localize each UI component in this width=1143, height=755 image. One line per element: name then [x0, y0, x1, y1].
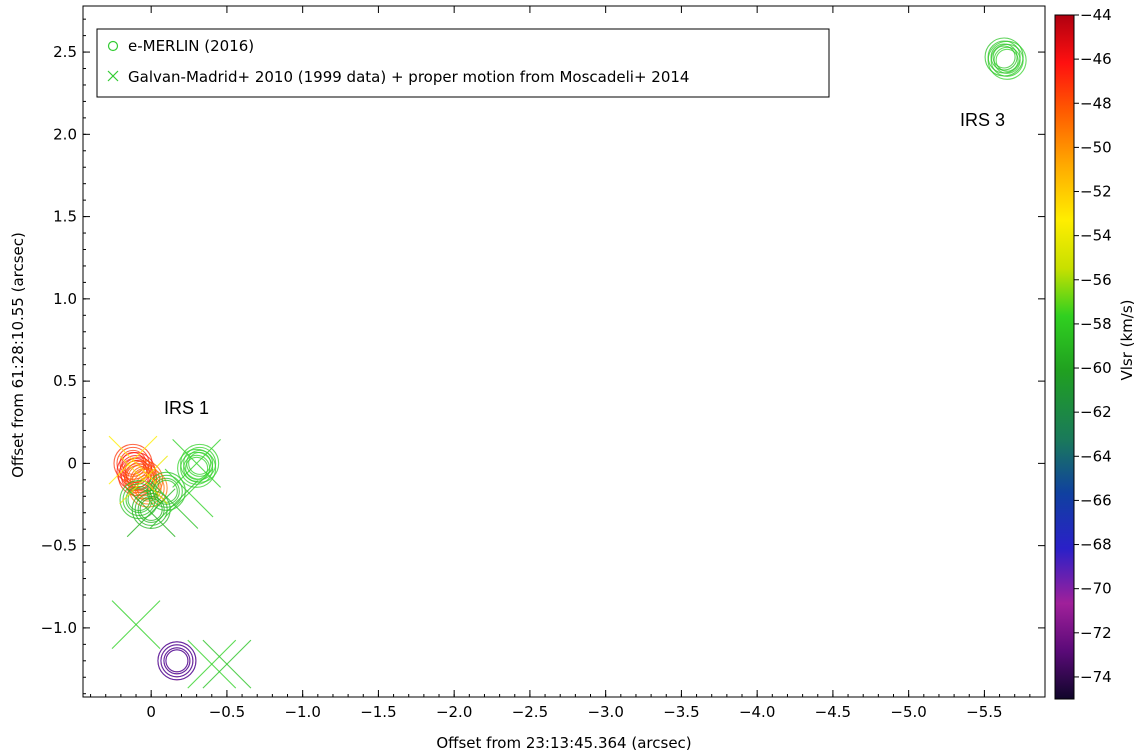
emerlin-maser-circle: [127, 488, 151, 512]
emerlin-maser-circle: [995, 48, 1019, 72]
annotation-irs1: IRS 1: [164, 398, 209, 418]
x-tick-label: −4.5: [815, 703, 851, 721]
emerlin-maser-circle: [992, 45, 1016, 69]
y-tick-label: 0: [67, 454, 77, 472]
emerlin-maser-circle: [134, 492, 168, 526]
x-tick-label: 0: [146, 703, 156, 721]
colorbar-tick-label: −70: [1080, 580, 1112, 598]
emerlin-maser-circle: [183, 446, 217, 480]
plot-frame: [82, 5, 1046, 698]
colorbar-ticks: −44 −46 −48 −50 −52 −54 −56 −58 −60 −62 −64 −66 −68 −…: [1074, 6, 1112, 686]
x-tick-label: −1.0: [284, 703, 320, 721]
emerlin-maser-circle: [149, 474, 183, 508]
colorbar-tick-label: −64: [1080, 447, 1112, 465]
data-layer: [108, 37, 1027, 689]
galvan-maser-cross: [164, 468, 214, 518]
y-axis-label: Offset from 61:28:10.55 (arcsec): [9, 232, 27, 478]
emerlin-maser-circle: [157, 641, 197, 681]
legend-circle-marker: [107, 40, 119, 52]
colorbar-tick-label: −68: [1080, 536, 1112, 554]
annotation-irs3: IRS 3: [960, 110, 1005, 130]
colorbar-tick-label: −50: [1080, 138, 1112, 156]
galvan-maser-cross: [111, 600, 161, 649]
x-axis-label: Offset from 23:13:45.364 (arcsec): [436, 734, 691, 752]
y-axis: −1.0 −0.5 0 0.5 1.0 1.5 2.0 2.5: [41, 18, 1045, 695]
x-tick-label: −1.5: [360, 703, 396, 721]
colorbar-tick-label: −72: [1080, 624, 1112, 642]
legend: e-MERLIN (2016) Galvan-Madrid+ 2010 (199…: [96, 28, 830, 98]
y-tick-label: −0.5: [41, 537, 77, 555]
legend-label-emerlin: e-MERLIN (2016): [128, 37, 254, 55]
galvan-maser-cross: [202, 639, 252, 689]
x-axis: 0 −0.5 −1.0 −1.5 −2.0 −2.5 −3.0 −3.5 −4.0 −4.5 −5.…: [90, 6, 1046, 721]
emerlin-maser-circle: [163, 647, 191, 675]
x-tick-label: −2.5: [512, 703, 548, 721]
emerlin-maser-circle: [990, 43, 1018, 71]
colorbar-tick-label: −56: [1080, 271, 1112, 289]
colorbar-tick-label: −44: [1080, 6, 1112, 24]
x-tick-label: −4.0: [739, 703, 775, 721]
colorbar-tick-label: −54: [1080, 227, 1112, 245]
colorbar-tick-label: −46: [1080, 50, 1112, 68]
emerlin-maser-circle: [987, 40, 1021, 74]
x-tick-label: −5.5: [966, 703, 1002, 721]
emerlin-maser-circle: [177, 448, 217, 488]
x-tick-label: −0.5: [209, 703, 245, 721]
emerlin-maser-circle: [131, 489, 171, 529]
colorbar-tick-label: −58: [1080, 315, 1112, 333]
x-tick-label: −2.0: [436, 703, 472, 721]
x-tick-label: −5.0: [890, 703, 926, 721]
colorbar-tick-label: −48: [1080, 94, 1112, 112]
legend-label-galvan: Galvan-Madrid+ 2010 (1999 data) + proper…: [128, 68, 689, 86]
emerlin-maser-circle: [137, 495, 165, 523]
galvan-maser-cross: [172, 438, 222, 488]
y-tick-label: 1.0: [53, 290, 77, 308]
colorbar: −44 −46 −48 −50 −52 −54 −56 −58 −60 −62 −64 −66 −68 −…: [1054, 6, 1136, 700]
emerlin-maser-circle: [128, 468, 168, 508]
legend-x-marker: [107, 70, 119, 82]
x-tick-label: −3.5: [663, 703, 699, 721]
colorbar-tick-label: −74: [1080, 668, 1112, 686]
y-tick-label: 2.0: [53, 125, 77, 143]
galvan-maser-cross: [149, 480, 199, 529]
colorbar-tick-label: −60: [1080, 359, 1112, 377]
emerlin-maser-circle: [119, 480, 159, 520]
colorbar-label: Vlsr (km/s): [1118, 299, 1136, 380]
y-tick-label: 1.5: [53, 208, 77, 226]
galvan-maser-cross: [119, 455, 168, 505]
colorbar-tick-label: −66: [1080, 491, 1112, 509]
emerlin-maser-circle: [165, 649, 189, 673]
y-tick-label: −1.0: [41, 619, 77, 637]
colorbar-gradient: [1054, 14, 1075, 700]
colorbar-tick-label: −62: [1080, 403, 1112, 421]
y-tick-label: 2.5: [53, 43, 77, 61]
galvan-maser-cross: [187, 639, 237, 689]
y-tick-label: 0.5: [53, 372, 77, 390]
emerlin-maser-circle: [984, 37, 1024, 77]
emerlin-maser-circle: [160, 644, 194, 678]
emerlin-maser-circle: [186, 449, 214, 477]
galvan-maser-cross: [108, 435, 158, 485]
colorbar-tick-label: −52: [1080, 183, 1112, 201]
emerlin-maser-circle: [188, 451, 212, 475]
x-tick-label: −3.0: [587, 703, 623, 721]
emerlin-maser-circle: [139, 497, 163, 521]
legend-box: [96, 28, 830, 98]
galvan-maser-cross: [126, 488, 176, 538]
